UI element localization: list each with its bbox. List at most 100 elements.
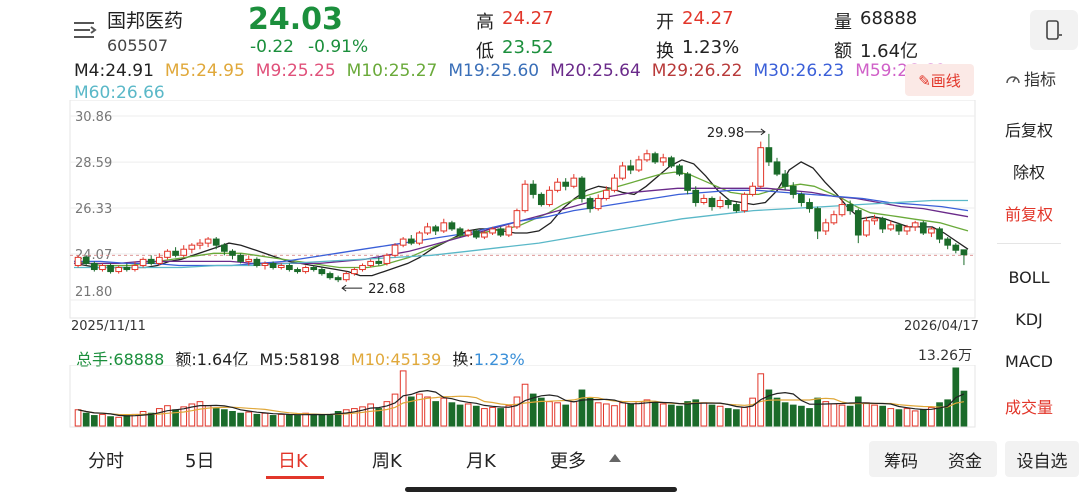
volume-m10: M10:45139 <box>350 350 442 369</box>
candle <box>164 249 171 260</box>
candle <box>286 263 293 272</box>
volume-amount: 额:1.64亿 <box>175 350 249 369</box>
add-watchlist-label: 设自选 <box>1016 451 1068 472</box>
volume-bar <box>635 401 643 427</box>
ma-legend-item: M60:26.66 <box>74 83 165 103</box>
volume-bar <box>456 404 464 427</box>
volume-bar <box>960 390 968 427</box>
side-menu <box>985 98 1075 428</box>
volume-bar <box>928 406 935 427</box>
candle <box>212 237 220 250</box>
ma-line-M10 <box>73 171 969 269</box>
candle <box>391 243 399 258</box>
volume-bar <box>221 409 228 427</box>
tab-4[interactable]: 月K <box>466 451 496 472</box>
candle <box>481 230 488 240</box>
volume-label: 量 <box>834 12 852 33</box>
candle <box>334 275 342 283</box>
volume-max-label: 13.26万 <box>918 348 973 364</box>
side-menu-item[interactable]: 除权 <box>1012 163 1045 182</box>
candle <box>188 243 196 254</box>
tab-5[interactable]: 更多 <box>550 451 586 472</box>
tab-0[interactable]: 分时 <box>88 451 124 472</box>
volume-bar <box>919 409 927 427</box>
candle <box>521 180 529 213</box>
volume-bar <box>294 415 301 427</box>
tab-1[interactable]: 5日 <box>185 451 215 472</box>
candle <box>367 259 374 268</box>
volume-bar <box>253 413 261 427</box>
volume-bar <box>90 415 98 427</box>
candle <box>318 267 326 276</box>
candle <box>789 182 797 199</box>
min-arrow-head <box>341 284 347 292</box>
volume-bar <box>586 397 594 427</box>
indicator-button[interactable]: 指标 <box>1005 66 1056 90</box>
side-menu-item[interactable]: 成交量 <box>1004 398 1053 417</box>
add-watchlist-button[interactable]: 设自选 <box>1005 441 1079 477</box>
volume-bar <box>440 397 448 427</box>
ma-legend-item: M9:25.25 <box>255 61 336 81</box>
candle <box>440 218 448 233</box>
candle <box>131 261 139 272</box>
volume-bar <box>659 403 667 427</box>
chips-button[interactable]: 筹码 <box>884 451 918 472</box>
volume-bar <box>481 408 488 427</box>
volume-bar <box>781 402 789 427</box>
y-tick-label: 30.86 <box>75 110 112 125</box>
ma-legend: M4:24.91 M5:24.95 M9:25.25 M10:25.27 M19:25.… <box>74 61 946 105</box>
side-menu-item[interactable]: 后复权 <box>1004 121 1053 140</box>
candle <box>123 263 131 272</box>
candlestick-chart[interactable]: 30.8628.5926.3324.0721.8029.9822.682025/… <box>0 100 980 340</box>
volume-bar <box>741 406 748 427</box>
volume-bar <box>188 403 196 427</box>
candle <box>99 263 106 272</box>
volume-bar <box>627 403 635 427</box>
candle <box>253 257 261 268</box>
volume-bar <box>229 411 236 427</box>
volume-chart[interactable] <box>0 365 980 428</box>
draw-line-button[interactable]: ✎画线 <box>905 64 974 96</box>
candle <box>359 263 366 272</box>
volume-bar <box>863 402 870 427</box>
amount-label: 额 <box>834 41 852 62</box>
volume-bar <box>822 401 830 427</box>
stock-code: 605507 <box>107 36 169 55</box>
candle <box>928 226 935 238</box>
volume-bar <box>700 402 708 427</box>
menu-icon[interactable] <box>72 18 98 42</box>
volume-bar <box>692 399 700 427</box>
candle <box>237 253 244 264</box>
candle <box>139 257 147 268</box>
max-price-label: 29.98 <box>707 126 744 141</box>
funds-button[interactable]: 资金 <box>948 451 982 472</box>
volume-m5: M5:58198 <box>259 350 340 369</box>
volume-bar <box>269 415 277 427</box>
volume-bar <box>359 406 366 427</box>
side-menu-item[interactable]: KDJ <box>1015 310 1043 329</box>
volume-bar <box>789 404 797 427</box>
landscape-button[interactable] <box>1030 10 1078 50</box>
candle <box>155 253 163 266</box>
volume-bar <box>237 412 244 427</box>
current-price: 24.03 <box>248 2 343 37</box>
candle <box>863 216 870 238</box>
volume-bar <box>570 401 578 427</box>
candle <box>432 224 440 236</box>
chips-funds-group: 筹码 资金 <box>869 441 997 477</box>
candle <box>472 228 480 240</box>
caret-up-icon[interactable] <box>608 453 622 463</box>
candle <box>407 235 415 246</box>
volume-bar <box>326 413 334 427</box>
tab-3[interactable]: 周K <box>372 451 402 472</box>
side-menu-item[interactable]: BOLL <box>1008 268 1050 287</box>
tab-2[interactable]: 日K <box>278 451 308 472</box>
candle <box>326 271 334 280</box>
volume-bar <box>643 399 651 427</box>
side-menu-item[interactable]: MACD <box>1005 352 1053 371</box>
volume-bar <box>846 405 854 427</box>
side-menu-item[interactable]: 前复权 <box>1004 205 1053 224</box>
price-change: -0.22 <box>250 37 294 57</box>
volume-bar <box>180 406 188 427</box>
candle <box>505 224 513 238</box>
